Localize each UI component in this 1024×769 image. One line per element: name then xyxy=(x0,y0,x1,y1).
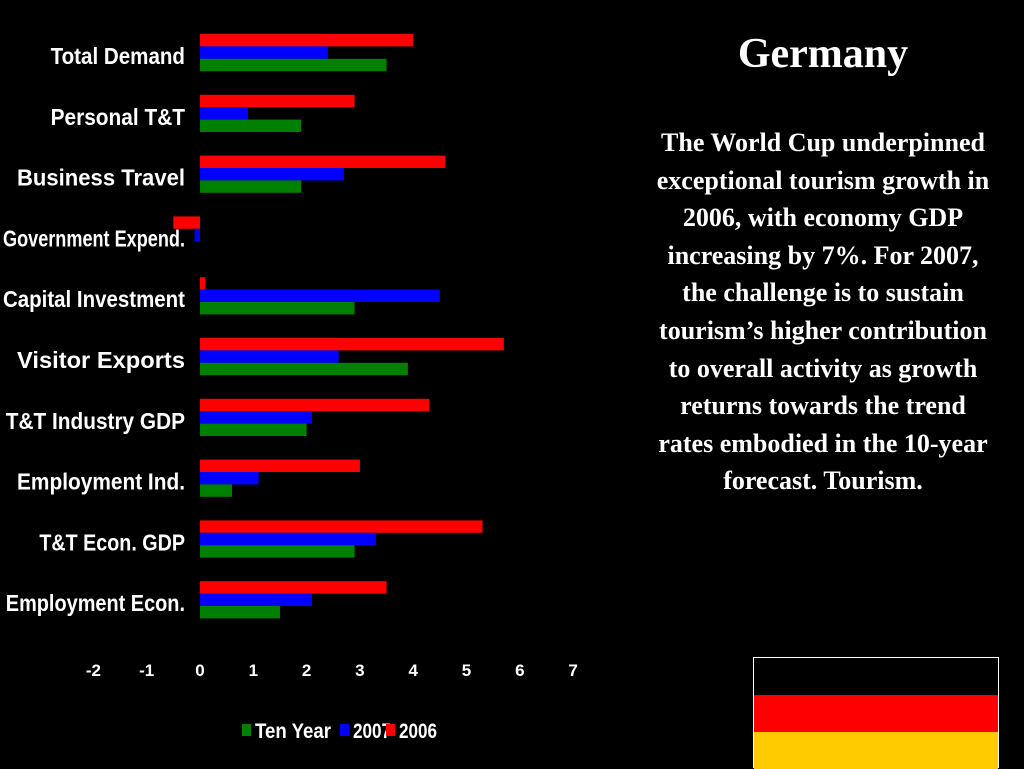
legend-swatch xyxy=(386,724,395,736)
category-label: Government Expend. xyxy=(3,225,185,251)
bar-ten-year xyxy=(200,119,302,132)
german-flag xyxy=(753,657,999,769)
bar-2007 xyxy=(200,593,312,606)
bar-ten-year xyxy=(200,423,307,436)
bar-2006 xyxy=(173,216,200,229)
legend-label: 2006 xyxy=(399,720,437,743)
x-tick-label: 0 xyxy=(195,661,204,680)
flag-stripe-gold xyxy=(754,732,998,769)
bar-2007 xyxy=(200,289,440,302)
category-label: Employment Econ. xyxy=(6,590,185,616)
x-tick-label: 3 xyxy=(355,661,364,680)
bar-ten-year xyxy=(200,302,355,315)
bar-2006 xyxy=(200,155,446,168)
x-tick-label: 7 xyxy=(568,661,577,680)
bar-2007 xyxy=(200,411,312,424)
category-label: Employment Ind. xyxy=(17,469,185,495)
x-tick-label: 6 xyxy=(515,661,524,680)
bar-2007 xyxy=(194,228,200,242)
bar-2007 xyxy=(200,107,248,120)
bar-ten-year xyxy=(200,606,280,619)
bar-2007 xyxy=(200,168,344,181)
bar-2006 xyxy=(200,34,414,47)
legend-label: 2007 xyxy=(353,720,391,743)
x-tick-label: -1 xyxy=(139,661,154,680)
bar-chart: Total Demand Personal T&T Business Travel G… xyxy=(3,34,578,743)
legend-swatch xyxy=(340,724,349,736)
bar-2007 xyxy=(200,46,328,59)
x-tick-label: 1 xyxy=(249,661,258,680)
bar-2007 xyxy=(200,350,339,363)
slide-body-text: The World Cup underpinned exceptional to… xyxy=(656,128,990,496)
category-label: Total Demand xyxy=(51,43,185,69)
x-tick-label: 4 xyxy=(408,661,418,680)
slide-title: Germany xyxy=(737,31,909,77)
category-label: Visitor Exports xyxy=(17,347,185,373)
category-label: T&T Econ. GDP xyxy=(39,529,185,555)
bar-ten-year xyxy=(200,545,355,558)
bar-2006 xyxy=(200,520,483,533)
bar-2006 xyxy=(200,581,387,594)
bar-2006 xyxy=(200,277,206,290)
category-label: Capital Investment xyxy=(3,286,185,312)
legend-label: Ten Year xyxy=(255,720,331,743)
bar-2006 xyxy=(200,94,355,108)
flag-stripe-red xyxy=(754,695,998,732)
bar-ten-year xyxy=(200,58,387,72)
bar-ten-year xyxy=(200,180,302,193)
flag-stripe-black xyxy=(754,658,998,695)
bar-2006 xyxy=(200,398,430,412)
bar-2007 xyxy=(200,532,376,546)
x-tick-label: 2 xyxy=(302,661,311,680)
x-tick-label: -2 xyxy=(86,661,101,680)
category-label: Business Travel xyxy=(17,165,185,191)
bar-ten-year xyxy=(200,484,232,497)
bar-2007 xyxy=(200,472,259,485)
bar-2006 xyxy=(200,459,360,472)
legend-swatch xyxy=(242,724,251,736)
category-label: T&T Industry GDP xyxy=(6,408,185,434)
bar-2006 xyxy=(200,338,504,351)
category-label: Personal T&T xyxy=(51,104,185,130)
bar-ten-year xyxy=(200,362,408,376)
x-tick-label: 5 xyxy=(462,661,471,680)
